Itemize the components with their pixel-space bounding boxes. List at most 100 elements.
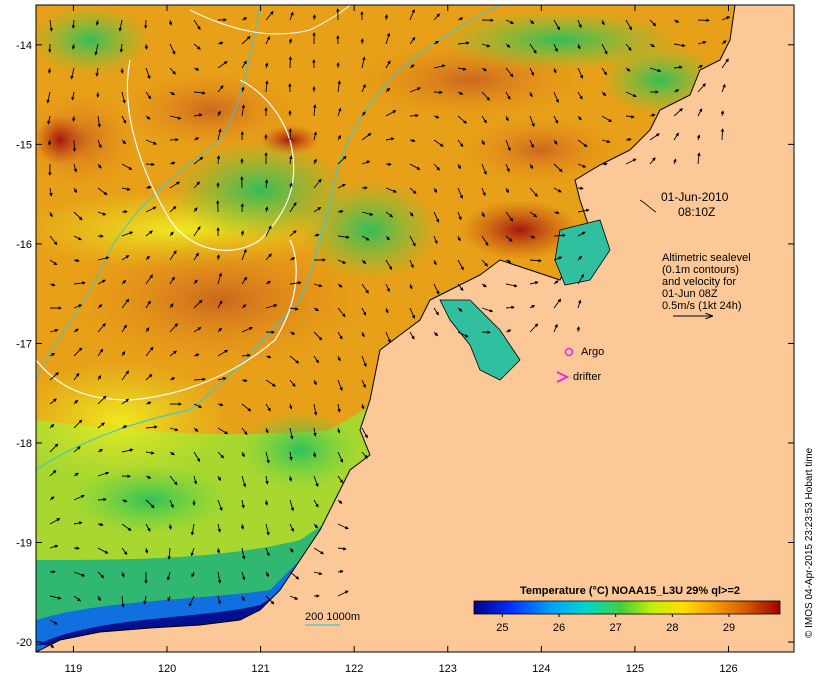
velocity-arrow xyxy=(529,67,534,77)
velocity-arrow xyxy=(505,139,511,152)
velocity-arrow xyxy=(720,128,725,141)
velocity-arrow xyxy=(121,115,127,124)
velocity-arrow xyxy=(289,547,294,553)
velocity-arrow xyxy=(217,376,227,381)
velocity-arrow xyxy=(289,499,295,512)
velocity-arrow xyxy=(313,523,319,529)
velocity-arrow xyxy=(385,331,391,344)
velocity-arrow xyxy=(265,427,269,434)
plot-frame xyxy=(35,4,795,653)
velocity-arrow xyxy=(313,233,320,238)
velocity-arrow xyxy=(169,276,175,285)
velocity-arrow xyxy=(481,91,491,101)
velocity-arrow xyxy=(337,209,344,214)
velocity-arrow xyxy=(121,351,126,357)
velocity-arrow xyxy=(721,40,727,45)
velocity-arrow xyxy=(625,67,631,72)
velocity-arrow xyxy=(145,346,154,357)
velocity-arrow xyxy=(217,300,223,309)
velocity-arrow xyxy=(190,547,195,557)
lon-tick-label: 126 xyxy=(719,663,737,675)
velocity-arrow xyxy=(649,19,657,27)
velocity-arrow xyxy=(169,181,181,189)
velocity-arrow xyxy=(289,257,296,261)
velocity-arrow xyxy=(121,398,130,405)
velocity-arrow xyxy=(217,128,222,141)
velocity-arrow xyxy=(97,395,107,405)
date-label: 01-Jun-2010 xyxy=(661,190,729,204)
velocity-arrow xyxy=(289,595,299,600)
velocity-arrow xyxy=(47,67,52,74)
velocity-arrow xyxy=(145,523,151,532)
velocity-arrow xyxy=(73,187,77,194)
velocity-arrow xyxy=(73,446,81,453)
velocity-arrow xyxy=(361,111,366,117)
velocity-arrow xyxy=(217,571,222,584)
velocity-arrow xyxy=(145,475,152,479)
velocity-arrow xyxy=(217,61,228,69)
velocity-arrow xyxy=(265,35,270,45)
velocity-arrow xyxy=(119,43,124,53)
velocity-arrow xyxy=(121,279,127,285)
credit-text: © IMOS 04-Apr-2015 23:23:53 Hobart time xyxy=(804,447,815,638)
velocity-arrow xyxy=(241,60,247,69)
sealevel-contour-3 xyxy=(189,5,351,35)
velocity-arrow xyxy=(553,43,558,53)
legend-line-1: Altimetric sealevel xyxy=(662,252,751,264)
velocity-arrow xyxy=(97,497,107,502)
velocity-arrow xyxy=(385,307,389,314)
velocity-arrow xyxy=(241,378,248,383)
velocity-arrow xyxy=(505,91,511,100)
sealevel-contour-2 xyxy=(36,239,297,401)
velocity-arrow xyxy=(721,58,729,69)
velocity-arrow xyxy=(97,279,106,285)
velocity-arrow xyxy=(337,451,344,463)
velocity-arrow xyxy=(529,281,539,285)
velocity-arrow xyxy=(385,283,390,293)
velocity-arrow xyxy=(337,283,343,288)
velocity-arrow xyxy=(145,91,152,100)
lon-tick-label: 121 xyxy=(251,663,269,675)
velocity-arrow xyxy=(49,353,56,357)
velocity-arrow xyxy=(529,19,535,25)
velocity-arrow xyxy=(337,499,343,504)
velocity-arrow xyxy=(433,90,443,95)
velocity-arrow xyxy=(433,13,441,21)
velocity-arrow xyxy=(264,62,269,69)
velocity-arrow xyxy=(73,399,79,405)
velocity-arrow xyxy=(337,590,349,597)
velocity-arrow xyxy=(145,327,150,333)
date-pointer-line xyxy=(639,199,657,213)
velocity-arrow xyxy=(409,235,416,247)
velocity-arrow xyxy=(409,259,414,269)
velocity-arrow xyxy=(433,259,437,266)
velocity-arrow xyxy=(361,403,365,410)
velocity-arrow xyxy=(576,326,581,333)
velocity-arrow xyxy=(433,187,438,193)
velocity-arrow xyxy=(169,499,174,509)
velocity-arrow xyxy=(289,182,293,189)
velocity-arrow xyxy=(289,571,300,580)
velocity-arrow xyxy=(121,595,125,608)
velocity-arrow xyxy=(97,304,103,309)
velocity-arrow xyxy=(71,115,76,122)
velocity-arrow xyxy=(73,163,78,173)
lat-tick-label: -20 xyxy=(16,637,32,649)
velocity-arrow xyxy=(385,187,398,193)
velocity-arrow xyxy=(241,403,252,412)
velocity-arrow xyxy=(625,91,637,98)
velocity-arrow xyxy=(169,115,182,120)
velocity-arrow xyxy=(337,183,346,189)
velocity-arrow xyxy=(121,425,128,429)
velocity-arrow xyxy=(337,155,347,165)
velocity-arrow xyxy=(385,259,393,271)
velocity-arrow xyxy=(145,185,152,190)
velocity-arrow xyxy=(97,571,105,579)
colorbar-tick-label: 29 xyxy=(723,622,735,634)
velocity-arrow xyxy=(217,110,221,117)
velocity-arrow xyxy=(49,259,58,266)
velocity-arrow xyxy=(193,207,198,213)
velocity-arrow xyxy=(145,255,150,261)
velocity-arrow xyxy=(313,355,320,364)
